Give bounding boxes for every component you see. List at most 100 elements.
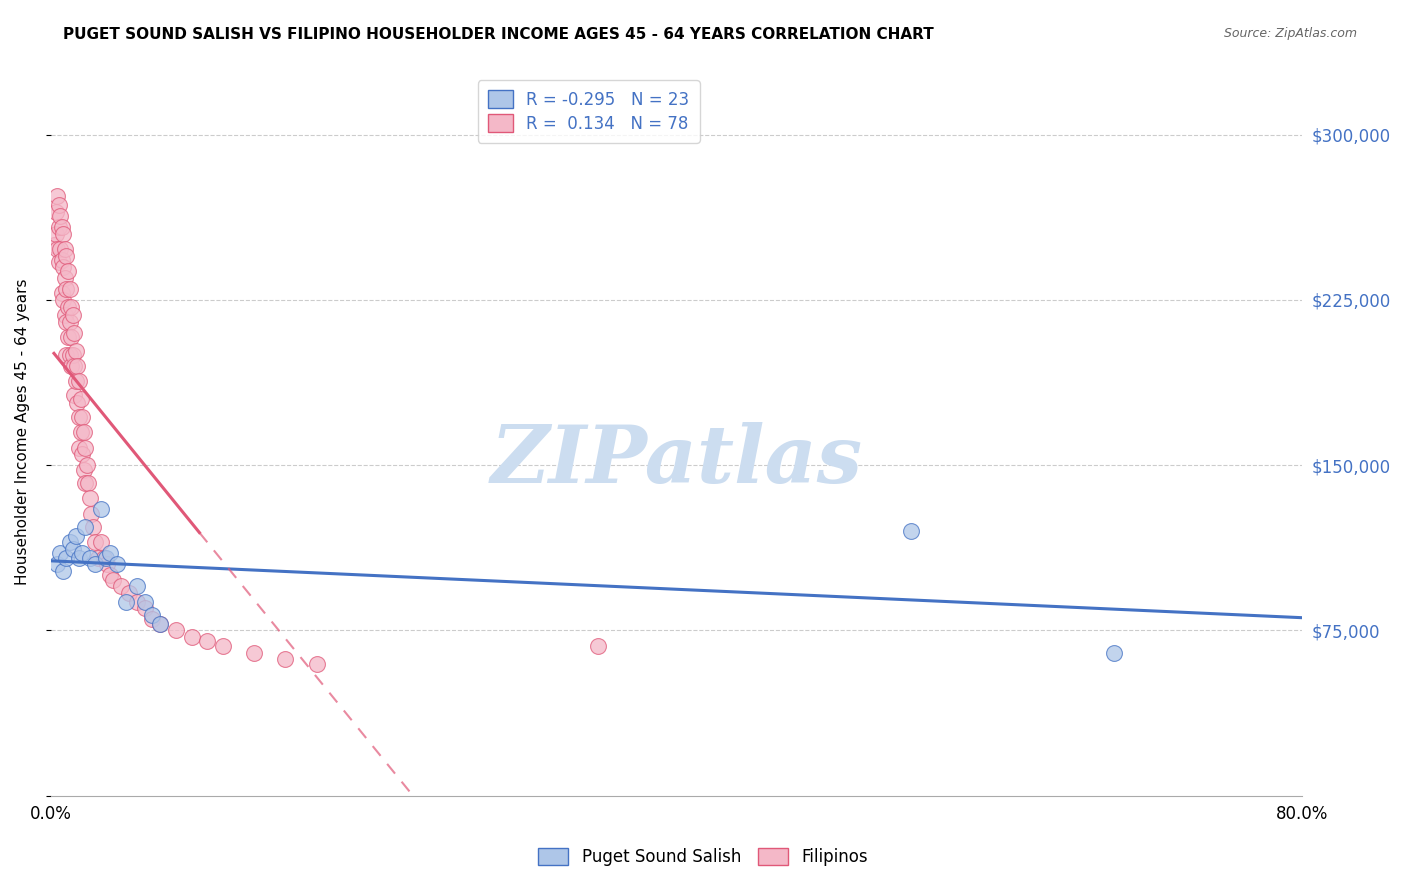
Point bbox=[274, 652, 297, 666]
Point bbox=[52, 260, 75, 274]
Point bbox=[56, 300, 79, 314]
Point bbox=[305, 657, 328, 671]
Y-axis label: Householder Income Ages 45 - 64 years: Householder Income Ages 45 - 64 years bbox=[15, 279, 30, 585]
Point bbox=[46, 189, 69, 203]
Point bbox=[55, 249, 77, 263]
Point bbox=[195, 634, 218, 648]
Point bbox=[125, 595, 148, 609]
Text: ZIPatlas: ZIPatlas bbox=[491, 423, 862, 500]
Point bbox=[103, 573, 125, 587]
Point bbox=[63, 387, 86, 401]
Point bbox=[55, 550, 77, 565]
Point bbox=[49, 209, 72, 223]
Point bbox=[149, 616, 172, 631]
Point bbox=[65, 375, 87, 389]
Point bbox=[180, 630, 202, 644]
Point bbox=[51, 286, 73, 301]
Point bbox=[69, 392, 91, 406]
Point bbox=[52, 227, 75, 241]
Point bbox=[67, 409, 90, 424]
Point bbox=[52, 564, 75, 578]
Point bbox=[67, 550, 90, 565]
Point bbox=[65, 343, 87, 358]
Point bbox=[83, 558, 105, 572]
Point bbox=[75, 520, 97, 534]
Point bbox=[69, 425, 91, 439]
Point bbox=[98, 546, 121, 560]
Point bbox=[66, 359, 89, 373]
Point bbox=[94, 550, 117, 565]
Point bbox=[70, 409, 93, 424]
Point bbox=[42, 237, 65, 252]
Point bbox=[65, 529, 87, 543]
Point bbox=[141, 612, 163, 626]
Point bbox=[46, 558, 69, 572]
Point bbox=[44, 204, 66, 219]
Point bbox=[48, 198, 70, 212]
Point bbox=[75, 475, 97, 490]
Point bbox=[93, 550, 115, 565]
Point bbox=[46, 242, 69, 256]
Point bbox=[60, 300, 83, 314]
Point bbox=[105, 558, 128, 572]
Point bbox=[73, 462, 96, 476]
Point bbox=[87, 550, 110, 565]
Point bbox=[62, 541, 84, 556]
Legend: Puget Sound Salish, Filipinos: Puget Sound Salish, Filipinos bbox=[530, 840, 876, 875]
Text: PUGET SOUND SALISH VS FILIPINO HOUSEHOLDER INCOME AGES 45 - 64 YEARS CORRELATION: PUGET SOUND SALISH VS FILIPINO HOUSEHOLD… bbox=[63, 27, 934, 42]
Point bbox=[75, 441, 97, 455]
Legend: R = -0.295   N = 23, R =  0.134   N = 78: R = -0.295 N = 23, R = 0.134 N = 78 bbox=[478, 80, 700, 143]
Point bbox=[83, 535, 105, 549]
Text: Source: ZipAtlas.com: Source: ZipAtlas.com bbox=[1223, 27, 1357, 40]
Point bbox=[115, 595, 138, 609]
Point bbox=[53, 309, 76, 323]
Point bbox=[52, 293, 75, 307]
Point bbox=[55, 315, 77, 329]
Point bbox=[63, 359, 86, 373]
Point bbox=[96, 558, 118, 572]
Point bbox=[70, 447, 93, 461]
Point bbox=[60, 359, 83, 373]
Point bbox=[90, 535, 112, 549]
Point bbox=[66, 396, 89, 410]
Point bbox=[79, 550, 101, 565]
Point bbox=[90, 502, 112, 516]
Point bbox=[76, 458, 98, 473]
Point bbox=[80, 507, 103, 521]
Point bbox=[149, 616, 172, 631]
Point bbox=[60, 330, 83, 344]
Point bbox=[134, 595, 156, 609]
Point bbox=[73, 425, 96, 439]
Point bbox=[118, 586, 141, 600]
Point bbox=[134, 601, 156, 615]
Point bbox=[56, 330, 79, 344]
Point bbox=[44, 227, 66, 241]
Point bbox=[900, 524, 922, 539]
Point bbox=[67, 375, 90, 389]
Point bbox=[59, 282, 82, 296]
Point bbox=[63, 326, 86, 340]
Point bbox=[48, 255, 70, 269]
Point bbox=[51, 253, 73, 268]
Point bbox=[165, 624, 187, 638]
Point bbox=[243, 646, 266, 660]
Point bbox=[62, 348, 84, 362]
Point bbox=[56, 264, 79, 278]
Point bbox=[70, 546, 93, 560]
Point bbox=[49, 546, 72, 560]
Point bbox=[212, 639, 235, 653]
Point bbox=[49, 242, 72, 256]
Point bbox=[141, 608, 163, 623]
Point bbox=[59, 535, 82, 549]
Point bbox=[82, 520, 104, 534]
Point bbox=[53, 242, 76, 256]
Point bbox=[77, 475, 100, 490]
Point bbox=[53, 271, 76, 285]
Point bbox=[586, 639, 609, 653]
Point bbox=[48, 220, 70, 235]
Point bbox=[59, 348, 82, 362]
Point bbox=[62, 309, 84, 323]
Point bbox=[59, 315, 82, 329]
Point bbox=[55, 282, 77, 296]
Point bbox=[55, 348, 77, 362]
